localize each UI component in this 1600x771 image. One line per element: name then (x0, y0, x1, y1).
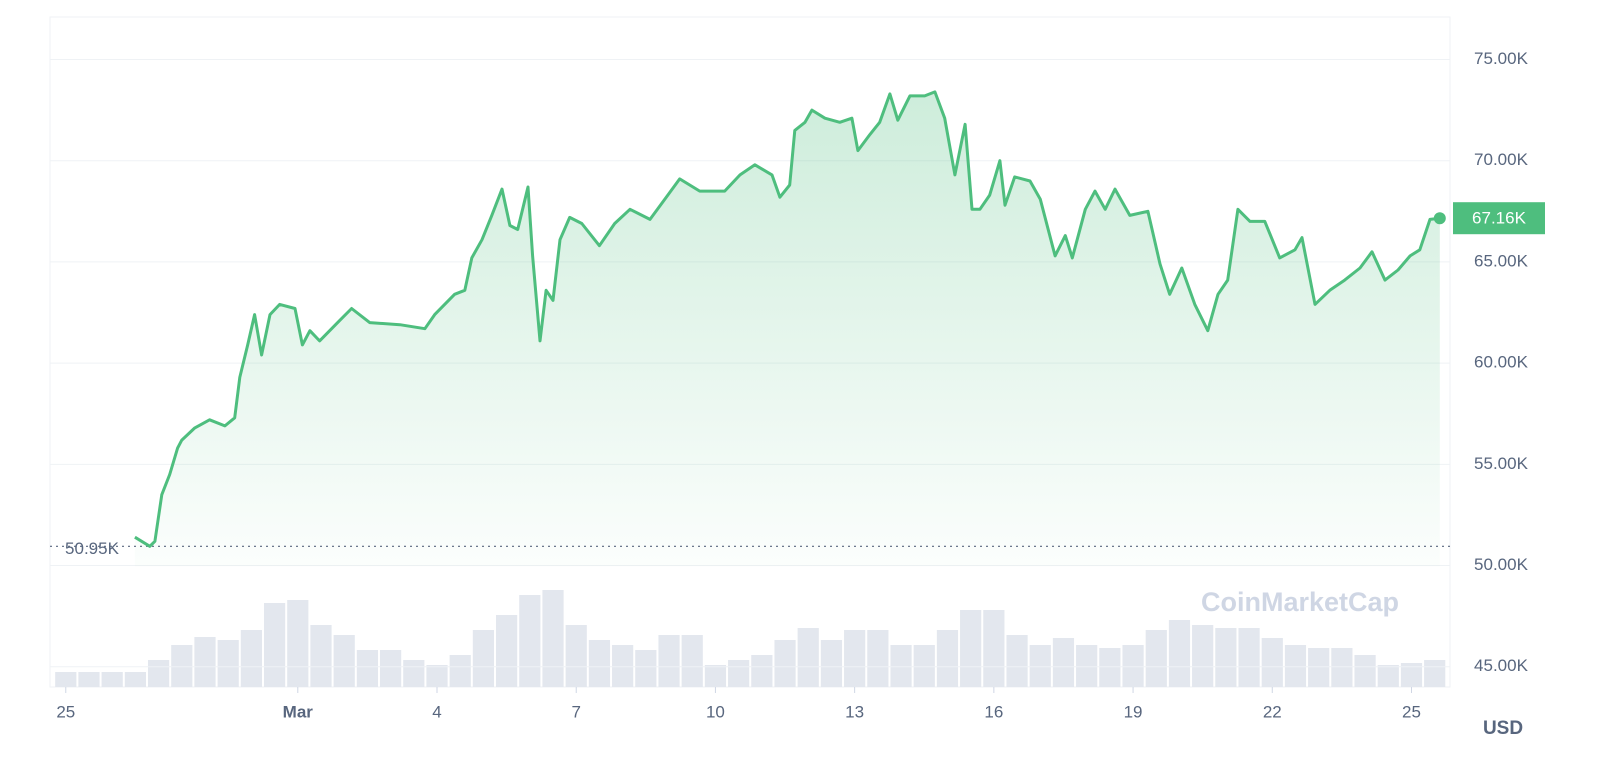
volume-bar (542, 590, 564, 687)
volume-bar (983, 610, 1005, 687)
volume-bar (728, 660, 750, 687)
price-badge-label: 67.16K (1472, 209, 1527, 228)
volume-bar (867, 630, 889, 687)
x-tick-label: 10 (706, 702, 725, 721)
volume-bar (1400, 663, 1423, 687)
volume-bar (1331, 648, 1353, 687)
x-tick-label: 22 (1263, 702, 1282, 721)
y-tick-label: 55.00K (1474, 454, 1529, 473)
price-line (134, 90, 1440, 548)
volume-bar (1261, 638, 1283, 687)
volume-bar (472, 630, 495, 687)
volume-bar (496, 615, 518, 687)
volume-bar (101, 672, 123, 687)
watermark: CoinMarketCap (1201, 587, 1399, 617)
volume-bar (1308, 648, 1330, 687)
volume-bar (1284, 645, 1307, 687)
volume-bar (1099, 648, 1121, 687)
volume-bar (820, 640, 843, 687)
volume-bar (194, 637, 216, 687)
y-tick-label: 50.00K (1474, 555, 1529, 574)
volume-bar (774, 640, 796, 687)
volume-bar (333, 635, 355, 687)
volume-bar (403, 660, 425, 687)
volume-bar (263, 603, 286, 687)
x-tick-label: 25 (56, 702, 75, 721)
price-layer: 50.95K 67.16K (50, 90, 1545, 567)
volume-bar (449, 655, 471, 687)
volume-bar (380, 650, 402, 687)
volume-bar (1052, 638, 1075, 687)
volume-bar (1122, 645, 1144, 687)
volume-bar (635, 650, 657, 687)
volume-bar (936, 630, 959, 687)
x-tick-label: 7 (571, 702, 580, 721)
volume-bar (356, 650, 379, 687)
y-tick-label: 75.00K (1474, 49, 1529, 68)
y-tick-label: 45.00K (1474, 656, 1529, 675)
volume-bar (797, 628, 819, 687)
volume-bar (1145, 630, 1167, 687)
volume-bar (890, 645, 912, 687)
volume-bar (519, 595, 541, 687)
volume-bar (426, 665, 448, 687)
volume-bar (1424, 660, 1446, 687)
volume-bar (1168, 620, 1191, 687)
volume-bar (612, 645, 634, 687)
volume-bar (147, 660, 170, 687)
volume-bar (78, 672, 100, 687)
volume-bar (310, 625, 332, 687)
volume-bar (1238, 628, 1260, 687)
y-tick-label: 70.00K (1474, 150, 1529, 169)
volume-bar (1029, 645, 1051, 687)
x-tick-label: 4 (432, 702, 441, 721)
volume-layer (55, 590, 1446, 687)
y-tick-label: 65.00K (1474, 251, 1529, 270)
volume-bar (588, 640, 611, 687)
volume-bar (704, 665, 727, 687)
volume-bar (1377, 665, 1399, 687)
volume-bar (565, 625, 587, 687)
plot-frame (49, 16, 1451, 688)
volume-bar (1006, 635, 1028, 687)
volume-bar (287, 600, 309, 687)
x-tick-label: 19 (1124, 702, 1143, 721)
volume-bar (658, 635, 680, 687)
volume-bar (751, 655, 773, 687)
min-label: 50.95K (65, 539, 120, 558)
volume-bar (217, 640, 239, 687)
volume-bar (171, 645, 193, 687)
x-tick-label: 13 (845, 702, 864, 721)
x-tick-label: 16 (984, 702, 1003, 721)
x-tick-label: Mar (283, 702, 314, 721)
volume-bar (681, 635, 703, 687)
volume-bar (960, 610, 982, 687)
y-tick-label: 60.00K (1474, 353, 1529, 372)
volume-bar (1354, 655, 1376, 687)
volume-bar (240, 630, 262, 687)
price-badge (1453, 202, 1545, 235)
volume-bar (844, 630, 866, 687)
volume-bar (913, 645, 935, 687)
volume-bar (1215, 628, 1237, 687)
volume-bar (1076, 645, 1098, 687)
y-unit: USD (1483, 718, 1523, 739)
price-area (134, 91, 1440, 567)
x-tick-label: 25 (1402, 702, 1421, 721)
last-point (1433, 212, 1446, 225)
volume-bar (124, 672, 146, 687)
volume-bar (55, 672, 77, 687)
volume-bar (1192, 625, 1214, 687)
